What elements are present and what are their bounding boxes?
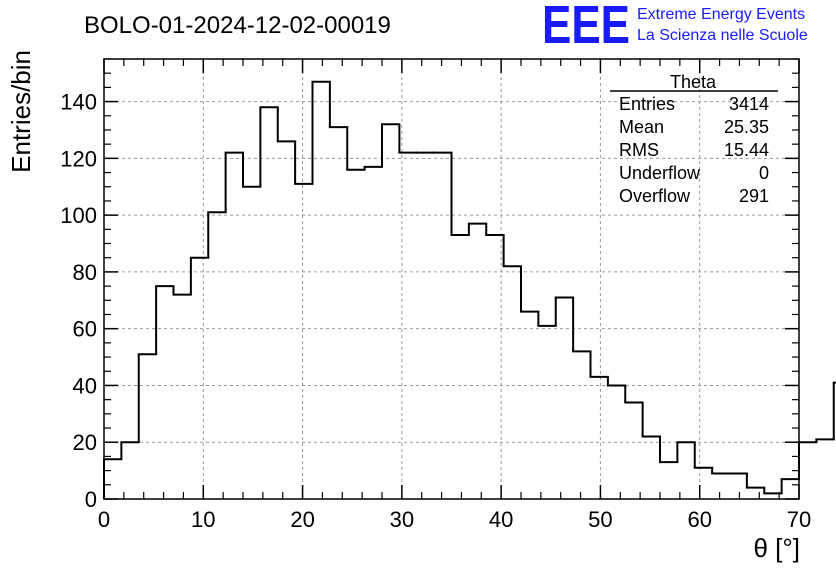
stats-label: Mean [619,117,664,137]
y-tick-label: 80 [73,260,97,285]
stats-label: Underflow [619,163,701,183]
x-tick-label: 50 [588,507,612,532]
stats-label: RMS [619,140,659,160]
x-tick-label: 30 [390,507,414,532]
tick-label-layer: 0 10 20 30 40 50 60 70 0 20 40 60 80 100 120 140 [60,90,811,532]
stats-rows: Entries 3414 Mean 25.35 RMS 15.44 Underflow 0 Ov… [619,94,769,206]
y-tick-label: 0 [85,487,97,512]
eee-logo-line1: Extreme Energy Events [637,6,805,23]
tick-layer [103,58,800,500]
y-tick-label: 20 [73,430,97,455]
stats-value: 291 [739,186,769,206]
eee-logo-line2: La Scienza nelle Scuole [637,27,808,44]
y-tick-label: 60 [73,317,97,342]
grid-layer [104,59,799,499]
x-tick-label: 0 [98,507,110,532]
y-axis-label: Entries/bin [6,50,36,173]
plot-frame [103,58,800,500]
stats-title: Theta [670,72,717,92]
y-tick-label: 120 [60,146,97,171]
y-tick-label: 40 [73,373,97,398]
stats-value: 3414 [729,94,769,114]
stats-value: 15.44 [724,140,769,160]
x-tick-label: 20 [290,507,314,532]
y-tick-label: 100 [60,203,97,228]
y-tick-label: 140 [60,90,97,115]
x-tick-label: 40 [489,507,513,532]
stats-label: Overflow [619,186,691,206]
eee-logo: EEE Extreme Energy Events La Scienza nel… [542,0,808,55]
x-axis-label: θ [°] [753,533,800,563]
x-tick-label: 70 [787,507,811,532]
eee-logo-mark: EEE [542,0,630,55]
x-tick-label: 10 [191,507,215,532]
stats-value: 25.35 [724,117,769,137]
x-tick-label: 60 [687,507,711,532]
stats-value: 0 [759,163,769,183]
stats-label: Entries [619,94,675,114]
chart-title: BOLO-01-2024-12-02-00019 [84,12,391,39]
stats-box: Theta Entries 3414 Mean 25.35 RMS 15.44 Underf… [610,72,778,206]
histogram-layer [103,80,836,499]
